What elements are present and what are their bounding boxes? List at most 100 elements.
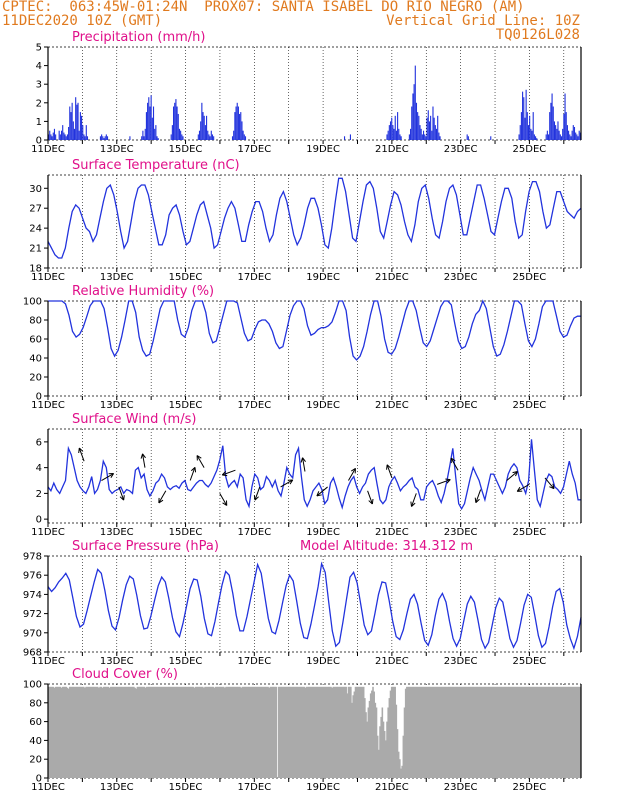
- precip-bar: [201, 102, 203, 140]
- precip-bar: [141, 136, 143, 140]
- cloud-bar: [137, 686, 140, 778]
- cloud-bar: [497, 686, 499, 778]
- cloud-bar: [165, 686, 168, 778]
- cloud-bar: [553, 686, 555, 778]
- cloud-bar: [156, 686, 159, 778]
- x-tick-label: 11DEC: [31, 656, 65, 667]
- precip-bar: [58, 130, 60, 140]
- precip-bar: [68, 126, 70, 140]
- precip-bar: [59, 134, 61, 140]
- precip-bar: [546, 130, 548, 140]
- wind-arrow-head: [221, 470, 228, 477]
- cloud-bar: [529, 686, 532, 778]
- cloud-bar: [214, 686, 217, 778]
- y-tick-label: 6: [36, 437, 42, 448]
- cloud-bar: [84, 687, 86, 778]
- cloud-bar: [138, 686, 141, 778]
- cloud-bar: [378, 749, 380, 778]
- wind-arrow-head: [450, 457, 456, 464]
- cloud-bar: [488, 686, 491, 778]
- cloud-bar: [445, 686, 448, 778]
- wind-arrow-shaft: [219, 493, 228, 506]
- cloud-bar: [442, 686, 444, 778]
- cloud-bar: [71, 686, 73, 778]
- cloud-bar: [451, 686, 454, 778]
- x-tick-label: 25DEC: [513, 656, 547, 667]
- cloud-bar: [294, 686, 296, 778]
- y-tick-label: 0: [36, 774, 42, 785]
- precip-bar: [556, 128, 558, 140]
- wind-arrow-shaft: [302, 457, 306, 472]
- cloud-bar: [184, 686, 187, 778]
- precip-bar: [558, 130, 560, 140]
- wind-arrow-shaft: [367, 490, 373, 505]
- cloud-bar: [110, 686, 113, 778]
- cloud-bar: [301, 686, 303, 778]
- cloud-bar: [242, 686, 245, 778]
- cloud-bar: [397, 751, 400, 778]
- precip-bar: [420, 128, 422, 140]
- cloud-bar: [330, 686, 332, 778]
- precip-bar: [467, 136, 469, 140]
- precip-bar: [535, 136, 537, 140]
- precip-bar: [570, 136, 572, 140]
- precip-bar: [174, 102, 176, 140]
- cloud-bar: [122, 686, 125, 778]
- precip-bar: [154, 128, 156, 140]
- cloud-bar: [487, 686, 490, 778]
- wind-arrow-head: [190, 466, 197, 473]
- x-tick-label: 25DEC: [513, 527, 547, 538]
- x-tick-label: 11DEC: [31, 527, 65, 538]
- cloud-bar: [563, 686, 566, 778]
- cloud-bar: [203, 687, 205, 778]
- cloud-bar: [58, 686, 61, 778]
- cloud-bar: [194, 686, 197, 778]
- cloud-bar: [225, 686, 227, 778]
- cloud-bar: [327, 686, 330, 778]
- cloud-bar: [336, 686, 338, 778]
- cloud-bar: [527, 686, 529, 778]
- cloud-bar: [103, 686, 106, 778]
- cloud-bar: [148, 686, 150, 778]
- wind-arrow: [348, 467, 356, 481]
- cloud-bar: [465, 686, 468, 778]
- x-tick-label: 25DEC: [513, 782, 547, 793]
- cloud-bar: [199, 686, 202, 778]
- cloud-bar: [179, 686, 182, 778]
- cloud-bar: [474, 686, 477, 778]
- x-tick-label: 13DEC: [100, 656, 134, 667]
- cloud-bar: [540, 686, 542, 778]
- cloud-bar: [48, 686, 50, 778]
- cloud-bar: [310, 686, 312, 778]
- cloud-bar: [569, 686, 571, 778]
- cloud-bar: [282, 686, 284, 778]
- cloud-bar: [205, 686, 208, 778]
- cloud-bar: [443, 686, 445, 778]
- precip-bar: [49, 130, 51, 140]
- cloud-bar: [109, 686, 112, 778]
- wind-arrow-head: [158, 497, 164, 504]
- cloud-bar: [418, 686, 421, 778]
- cloud-bar: [385, 740, 387, 778]
- cloud-bar: [252, 686, 254, 778]
- precip-bar: [171, 125, 173, 140]
- cloud-bar: [490, 686, 492, 778]
- cloud-bar: [221, 686, 224, 778]
- cloud-bar: [494, 686, 497, 778]
- cloud-bar: [460, 686, 463, 778]
- precip-bar: [572, 125, 574, 140]
- precip-bar: [466, 134, 468, 140]
- precip-bar: [522, 91, 524, 140]
- y-tick-label: 60: [29, 335, 42, 346]
- precip-bar: [562, 128, 564, 140]
- cloud-bar: [354, 686, 357, 778]
- x-tick-label: 11DEC: [31, 144, 65, 155]
- precip-bar: [207, 130, 209, 140]
- x-tick-label: 21DEC: [375, 656, 409, 667]
- cloud-bar: [66, 687, 69, 778]
- cloud-bar: [229, 686, 232, 778]
- cloud-bar: [462, 686, 464, 778]
- cloud-bar: [284, 686, 287, 778]
- precip-bar: [51, 136, 53, 140]
- cloud-bar: [158, 686, 161, 778]
